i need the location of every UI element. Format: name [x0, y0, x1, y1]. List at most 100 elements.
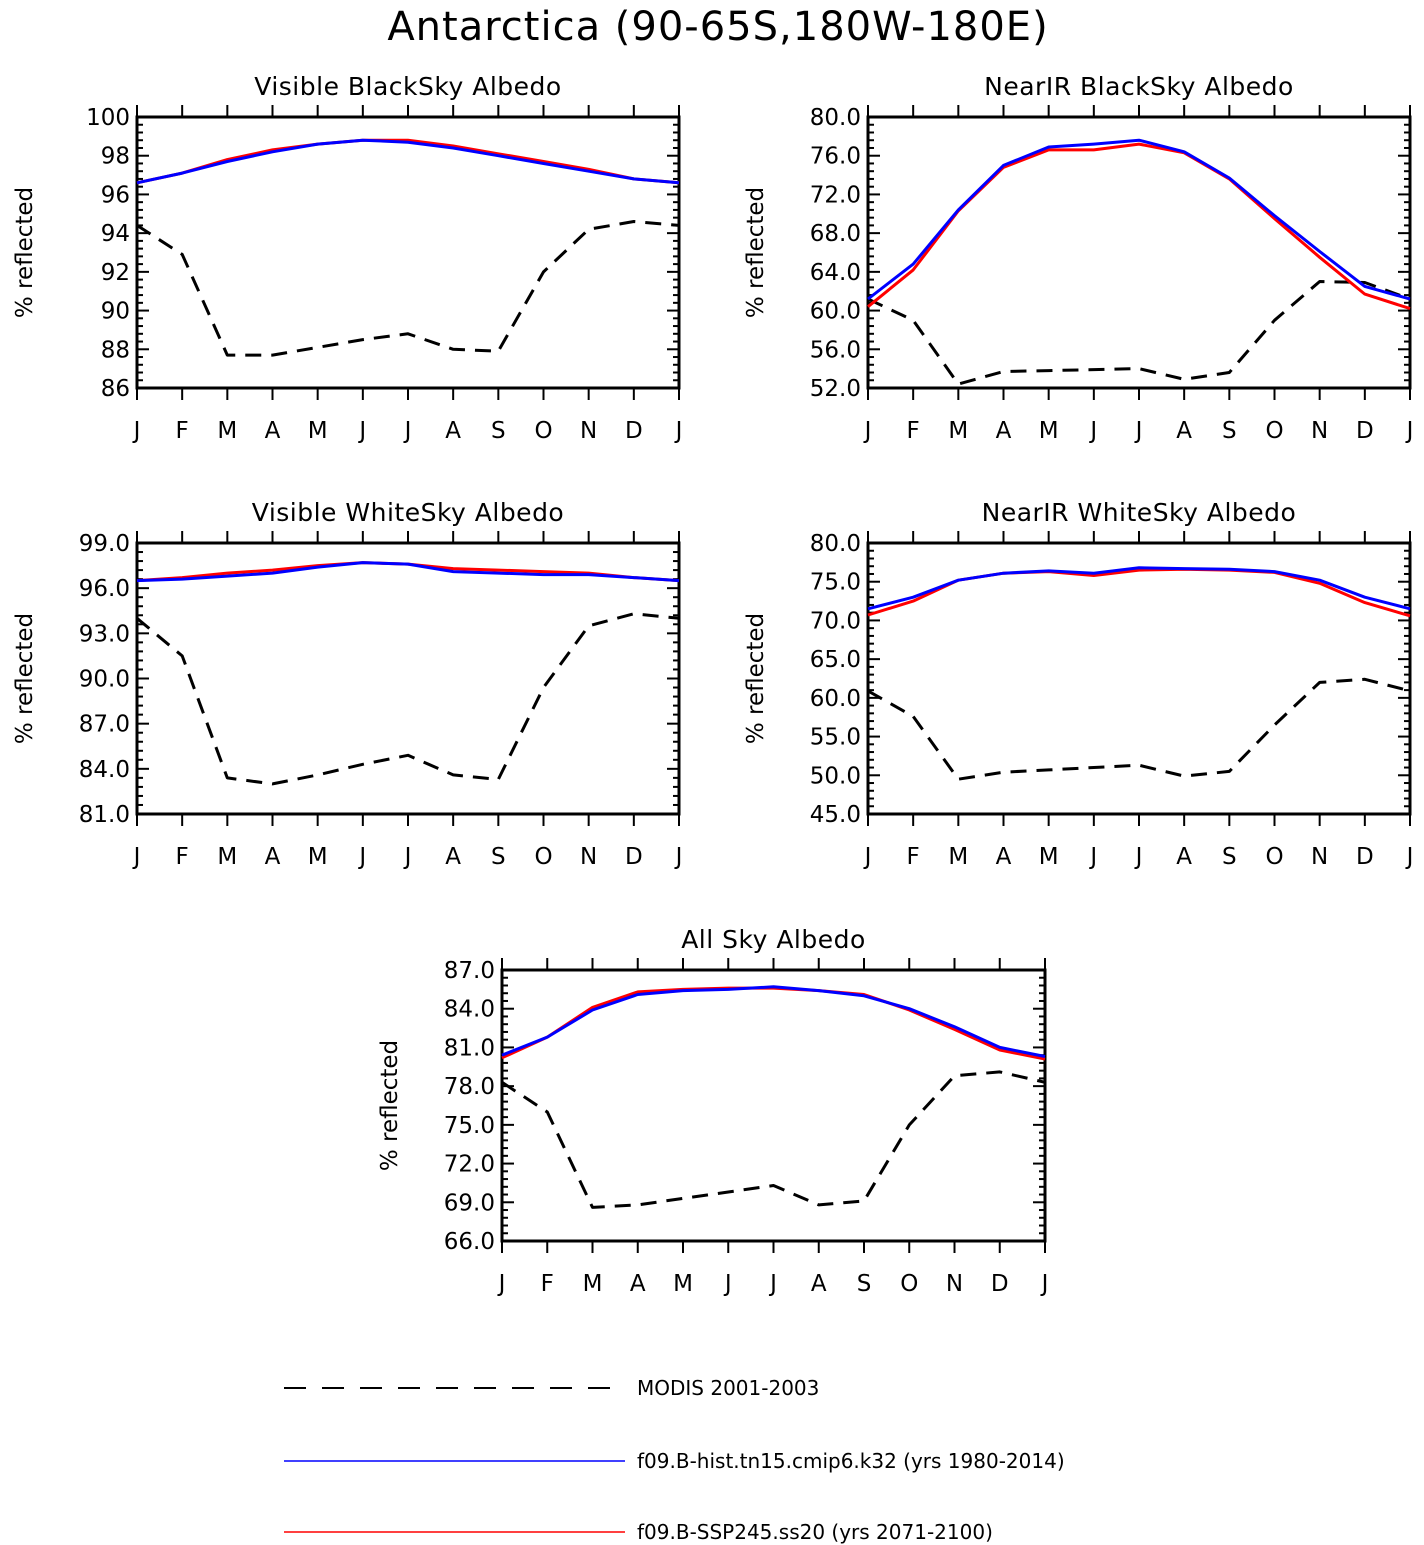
y-tick-label: 72.0: [444, 1152, 495, 1178]
series-line-hist: [867, 138, 1411, 301]
y-axis-label: % reflected: [377, 1040, 403, 1171]
x-tick-label: F: [907, 418, 920, 444]
y-tick-label: 68.0: [810, 221, 861, 247]
y-tick-label: 75.0: [810, 570, 861, 596]
y-tick-label: 99.0: [79, 531, 130, 557]
x-tick-label: J: [723, 1271, 732, 1297]
x-tick-label: S: [491, 418, 506, 444]
x-tick-label: F: [176, 418, 189, 444]
x-tick-label: J: [132, 844, 141, 870]
plot-frame: [135, 541, 681, 816]
x-tick-label: M: [308, 844, 328, 870]
series-line-modis: [867, 677, 1411, 781]
x-tick-label: D: [1356, 418, 1374, 444]
y-axis-label: % reflected: [743, 187, 769, 318]
panels: Visible BlackSky Albedo % reflected 86 88 90…: [12, 72, 1413, 1297]
plot-frame: [866, 115, 1412, 390]
y-tick-label: 65.0: [810, 647, 861, 673]
x-tick-label: A: [445, 418, 461, 444]
x-tick-label: J: [1088, 844, 1097, 870]
x-tick-label: J: [674, 418, 683, 444]
x-tick-label: N: [1311, 418, 1328, 444]
x-tick-label: A: [996, 418, 1012, 444]
x-tick-label: N: [580, 418, 597, 444]
panel-title: NearIR BlackSky Albedo: [984, 72, 1294, 101]
x-tick-label: A: [996, 844, 1012, 870]
x-tick-label: J: [403, 418, 412, 444]
panel-title: NearIR WhiteSky Albedo: [982, 498, 1297, 527]
chart-panel-4: NearIR WhiteSky Albedo % reflected 45.0 50.…: [743, 498, 1413, 870]
y-tick-label: 93.0: [79, 621, 130, 647]
x-tick-label: M: [308, 418, 328, 444]
legend-label-3: f09.B-SSP245.ss20 (yrs 2071-2100): [637, 1520, 993, 1544]
y-tick-label: 94: [101, 221, 130, 247]
y-tick-label: 86: [101, 376, 130, 402]
legend-label-1: MODIS 2001-2003: [637, 1376, 819, 1400]
y-tick-label: 80.0: [810, 531, 861, 557]
y-tick-label: 84.0: [444, 997, 495, 1023]
x-tick-label: M: [217, 418, 237, 444]
x-tick-label: F: [907, 844, 920, 870]
x-tick-label: J: [357, 844, 366, 870]
x-tick-label: M: [948, 844, 968, 870]
y-tick-label: 81.0: [79, 802, 130, 828]
panel-title: Visible BlackSky Albedo: [254, 72, 561, 101]
x-tick-label: J: [1040, 1271, 1049, 1297]
y-tick-label: 96: [101, 182, 130, 208]
y-tick-label: 84.0: [79, 757, 130, 783]
x-tick-label: J: [403, 844, 412, 870]
y-tick-label: 78.0: [444, 1074, 495, 1100]
x-tick-label: J: [1405, 418, 1414, 444]
y-tick-label: 60.0: [810, 299, 861, 325]
x-tick-label: O: [534, 418, 552, 444]
x-tick-label: D: [625, 844, 643, 870]
y-tick-label: 55.0: [810, 725, 861, 751]
x-tick-label: J: [674, 844, 683, 870]
x-tick-label: O: [1265, 844, 1283, 870]
y-tick-label: 60.0: [810, 686, 861, 712]
series-line-modis: [136, 612, 680, 786]
x-tick-label: M: [583, 1271, 603, 1297]
y-tick-label: 66.0: [444, 1229, 495, 1255]
x-tick-label: J: [497, 1271, 506, 1297]
y-tick-label: 92: [101, 260, 130, 286]
y-tick-label: 69.0: [444, 1190, 495, 1216]
y-tick-label: 56.0: [810, 337, 861, 363]
chart-panel-1: Visible BlackSky Albedo % reflected 86 88 90…: [12, 72, 682, 444]
x-tick-label: A: [1176, 418, 1192, 444]
y-axis-label: % reflected: [12, 187, 38, 318]
x-tick-label: N: [946, 1271, 963, 1297]
y-tick-label: 50.0: [810, 763, 861, 789]
x-tick-label: F: [176, 844, 189, 870]
plot-frame: [135, 115, 681, 390]
series-line-modis: [867, 280, 1411, 386]
chart-panel-2: NearIR BlackSky Albedo % reflected 52.0 56.…: [743, 72, 1413, 444]
x-tick-label: S: [1222, 844, 1237, 870]
y-tick-label: 75.0: [444, 1113, 495, 1139]
x-tick-label: S: [857, 1271, 872, 1297]
x-tick-label: A: [265, 418, 281, 444]
x-tick-label: N: [580, 844, 597, 870]
y-tick-label: 81.0: [444, 1035, 495, 1061]
x-tick-label: O: [900, 1271, 918, 1297]
x-tick-label: J: [768, 1271, 777, 1297]
x-tick-label: O: [1265, 418, 1283, 444]
series-line-modis: [501, 1070, 1046, 1209]
x-tick-label: D: [991, 1271, 1009, 1297]
x-tick-label: J: [1134, 418, 1143, 444]
x-tick-label: O: [534, 844, 552, 870]
x-tick-label: A: [445, 844, 461, 870]
x-tick-label: A: [265, 844, 281, 870]
plot-frame: [500, 968, 1047, 1243]
x-tick-label: A: [811, 1271, 827, 1297]
y-tick-label: 87.0: [79, 712, 130, 738]
x-tick-label: N: [1311, 844, 1328, 870]
x-tick-label: J: [1405, 844, 1414, 870]
x-tick-label: D: [1356, 844, 1374, 870]
y-tick-label: 70.0: [810, 608, 861, 634]
legend: MODIS 2001-2003 f09.B-hist.tn15.cmip6.k32…: [284, 1376, 1065, 1544]
x-tick-label: J: [863, 418, 872, 444]
series-line-hist: [136, 138, 680, 185]
chart-panel-5: All Sky Albedo % reflected 66.0 69.0 72.0 75.…: [377, 925, 1048, 1297]
